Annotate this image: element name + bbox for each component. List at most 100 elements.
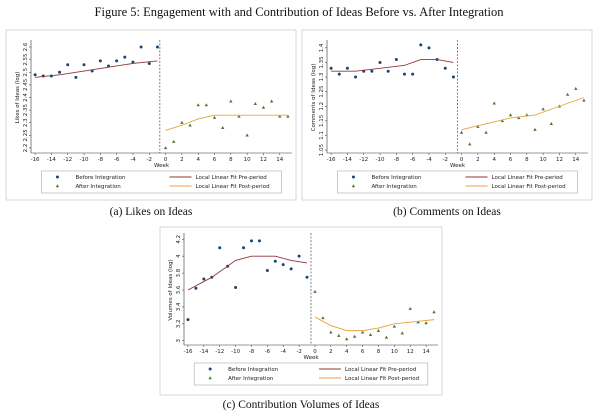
y-tick-label: 2.3: [23, 118, 29, 127]
figure-title: Figure 5: Engagement with and Contributi…: [95, 5, 505, 19]
point: [508, 113, 513, 117]
point: [265, 269, 269, 273]
legend-label: Before Integration: [371, 175, 422, 181]
point: [574, 86, 578, 90]
y-axis-label: Volumes of Ideas (log): [168, 259, 174, 320]
chart: 3 3.2 3.4 3.6 3.8 4 4.2 -16 -14 -12 -10 -8 -6 -4 -2 0 2 4…: [159, 226, 443, 396]
point: [229, 99, 233, 103]
point: [392, 324, 397, 328]
point: [476, 124, 480, 128]
legend-swatch: [351, 175, 355, 179]
point: [345, 66, 349, 70]
point: [155, 45, 159, 49]
x-tick-label: -12: [359, 157, 368, 163]
y-tick-label: 1.25: [319, 85, 325, 98]
x-tick-label: 0: [313, 349, 317, 355]
y-tick-label: 1.05: [319, 143, 325, 156]
x-tick-label: -10: [231, 349, 240, 355]
x-tick-label: -16: [183, 349, 192, 355]
x-tick-label: -4: [280, 349, 286, 355]
y-tick-label: 1.35: [319, 56, 325, 69]
caption: (c) Contribution Volumes of Ideas: [223, 399, 380, 411]
y-tick-label: 2.4: [23, 93, 29, 102]
x-tick-label: -4: [426, 157, 432, 163]
point: [432, 310, 436, 314]
y-axis-label: Comments of Ideas (log): [311, 64, 317, 132]
point: [345, 337, 349, 341]
point: [163, 146, 168, 150]
y-tick-label: 3.8: [176, 268, 182, 277]
point: [82, 63, 86, 67]
point: [245, 133, 249, 137]
point: [58, 70, 62, 74]
point: [172, 139, 176, 143]
x-tick-label: -2: [147, 157, 152, 163]
y-tick-label: 3.6: [176, 285, 182, 294]
x-axis-label: Week: [450, 163, 466, 169]
point: [278, 114, 282, 118]
point: [424, 321, 428, 325]
y-tick-label: 1.1: [319, 131, 325, 140]
x-tick-label: 0: [460, 157, 464, 163]
fit-line: [35, 60, 158, 78]
x-tick-label: -4: [130, 157, 136, 163]
point: [582, 98, 586, 102]
point: [492, 101, 496, 105]
point: [286, 114, 290, 118]
y-tick-label: 2.45: [23, 78, 29, 91]
point: [416, 320, 420, 324]
x-tick-label: 4: [492, 157, 496, 163]
caption: (b) Comments on Ideas: [393, 206, 501, 218]
point: [253, 102, 257, 106]
x-tick-label: 10: [244, 157, 251, 163]
y-tick-label: 2.55: [23, 53, 29, 66]
point: [261, 105, 266, 109]
y-tick-label: 1.2: [319, 102, 325, 111]
point: [269, 99, 274, 103]
y-tick-label: 4.2: [176, 235, 182, 244]
point: [180, 120, 184, 124]
legend-swatch: [55, 175, 59, 179]
point: [329, 330, 333, 334]
fit-line: [331, 59, 454, 72]
legend-label: Local Linear Fit Post-period: [492, 184, 566, 190]
y-tick-label: 1.3: [319, 72, 325, 81]
point: [516, 116, 521, 120]
point: [98, 59, 102, 63]
y-tick-label: 1.15: [319, 114, 325, 127]
point: [533, 127, 537, 131]
chart: 1.05 1.1 1.15 1.2 1.25 1.3 1.35 1.4 -16 -14 -12 -10…: [301, 29, 593, 201]
x-axis-label: Week: [154, 163, 170, 169]
x-tick-label: 4: [196, 157, 200, 163]
point: [337, 333, 341, 337]
x-tick-label: 12: [556, 157, 563, 163]
legend-label: Before Integration: [228, 367, 279, 373]
y-tick-label: 2.6: [23, 42, 29, 51]
legend-label: After Integration: [228, 376, 274, 382]
point: [305, 275, 309, 279]
point: [220, 125, 225, 129]
x-tick-label: -8: [394, 157, 400, 163]
x-tick-label: 8: [229, 157, 233, 163]
y-tick-label: 4: [176, 254, 182, 258]
point: [202, 277, 206, 281]
y-tick-label: 3.4: [176, 302, 182, 311]
x-tick-label: -14: [343, 157, 352, 163]
point: [237, 114, 241, 118]
legend-swatch: [208, 367, 212, 371]
point: [297, 254, 301, 258]
x-tick-label: -14: [47, 157, 56, 163]
x-tick-label: 8: [377, 349, 381, 355]
point: [273, 259, 277, 263]
legend-box: [41, 170, 282, 194]
x-tick-label: -14: [199, 349, 208, 355]
point: [313, 289, 317, 293]
point: [139, 45, 143, 49]
point: [376, 328, 381, 332]
x-tick-label: -2: [443, 157, 448, 163]
point: [188, 123, 192, 127]
point: [234, 285, 238, 289]
legend-swatch: [208, 376, 212, 380]
point: [329, 66, 333, 70]
x-tick-label: -10: [376, 157, 385, 163]
